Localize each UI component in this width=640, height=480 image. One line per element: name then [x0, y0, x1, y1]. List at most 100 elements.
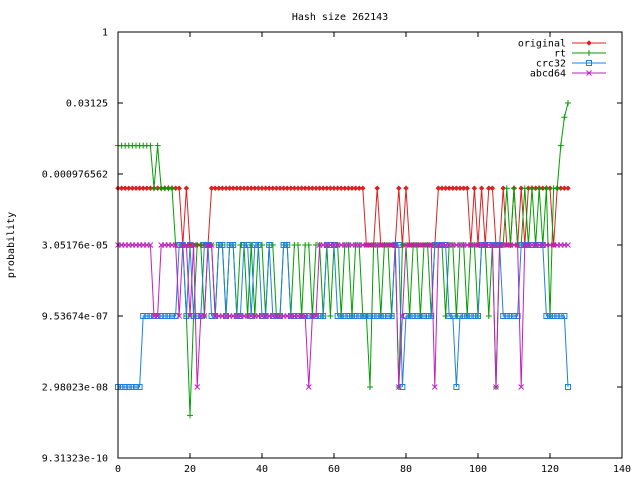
data-point [320, 313, 327, 319]
data-point [151, 185, 157, 192]
data-point [428, 242, 435, 248]
data-point [187, 242, 193, 248]
data-point [586, 50, 592, 56]
data-point [507, 313, 514, 319]
data-point [313, 313, 319, 319]
y-tick-label: 1 [102, 28, 108, 39]
data-point [431, 384, 438, 390]
x-tick-label: 100 [469, 464, 487, 475]
data-point [255, 242, 262, 248]
data-point [201, 242, 208, 248]
data-point [453, 313, 460, 319]
x-tick-label: 60 [328, 464, 340, 475]
x-tick-label: 140 [613, 464, 631, 475]
data-point [561, 313, 568, 319]
data-point [176, 313, 183, 319]
data-point [136, 384, 143, 390]
data-point [176, 242, 183, 248]
legend-label: original [518, 39, 566, 50]
data-point [359, 313, 366, 319]
data-point [565, 100, 571, 106]
data-point [550, 313, 557, 319]
data-point [446, 313, 453, 319]
data-point [464, 185, 471, 192]
data-point [370, 313, 377, 319]
data-point [457, 313, 463, 319]
data-point [493, 384, 499, 390]
data-point [467, 313, 474, 319]
data-point [305, 313, 312, 319]
data-point [518, 384, 525, 390]
data-point [561, 114, 568, 121]
data-point [554, 313, 561, 319]
data-point [543, 185, 550, 192]
data-point [345, 313, 352, 319]
data-point [341, 313, 348, 319]
data-point [586, 70, 592, 76]
data-point [147, 242, 154, 248]
data-point [460, 313, 467, 319]
data-point [565, 185, 571, 192]
data-point [194, 313, 201, 319]
series-abcd64 [115, 242, 571, 390]
data-point [367, 384, 373, 390]
series-line [118, 244, 568, 388]
y-tick-label: 3.05176e-05 [42, 241, 108, 252]
data-point [421, 313, 427, 319]
y-axis-label: probability [6, 212, 17, 278]
data-point [125, 384, 132, 390]
data-point [500, 313, 507, 319]
data-point [363, 313, 370, 319]
data-point [518, 185, 525, 192]
data-point [187, 313, 193, 319]
data-point [586, 40, 592, 46]
chart-title: Hash size 262143 [292, 12, 388, 23]
data-point [536, 185, 543, 192]
data-point [493, 242, 499, 248]
data-point [428, 313, 435, 319]
data-point [133, 384, 139, 390]
data-point [406, 313, 413, 319]
data-point [489, 185, 496, 192]
data-point [284, 242, 291, 248]
data-point [176, 185, 183, 192]
data-point [471, 313, 478, 319]
data-point [410, 313, 417, 319]
plot-frame [117, 31, 623, 459]
data-point [169, 313, 175, 319]
data-point [374, 185, 381, 192]
data-point [190, 313, 197, 319]
data-point [305, 242, 312, 248]
data-point [295, 242, 301, 248]
data-point [554, 185, 561, 192]
data-point [388, 313, 395, 319]
data-point [489, 242, 496, 248]
y-tick-label: 9.53674e-07 [42, 312, 108, 323]
data-point [215, 242, 222, 248]
data-point [395, 242, 402, 248]
data-point [226, 242, 233, 248]
x-tick-label: 40 [256, 464, 268, 475]
data-point [417, 313, 424, 319]
data-point [543, 313, 550, 319]
data-point [154, 313, 161, 319]
data-point [327, 313, 334, 319]
data-point [381, 313, 388, 319]
data-point [500, 185, 507, 192]
data-point [208, 242, 215, 248]
data-point [374, 313, 381, 319]
data-point [147, 313, 154, 319]
legend-label: abcd64 [530, 69, 566, 80]
y-tick-label: 9.31323e-10 [42, 454, 108, 465]
data-point [356, 313, 363, 319]
data-point [442, 313, 449, 319]
data-point [511, 185, 517, 192]
data-point [269, 242, 276, 248]
data-point [251, 242, 258, 248]
data-point [187, 412, 193, 419]
x-axis-ticks: 0 20 40 60 80 100 120 140 [115, 32, 631, 475]
data-point [449, 313, 456, 319]
data-point [395, 185, 402, 192]
data-point [266, 242, 273, 248]
